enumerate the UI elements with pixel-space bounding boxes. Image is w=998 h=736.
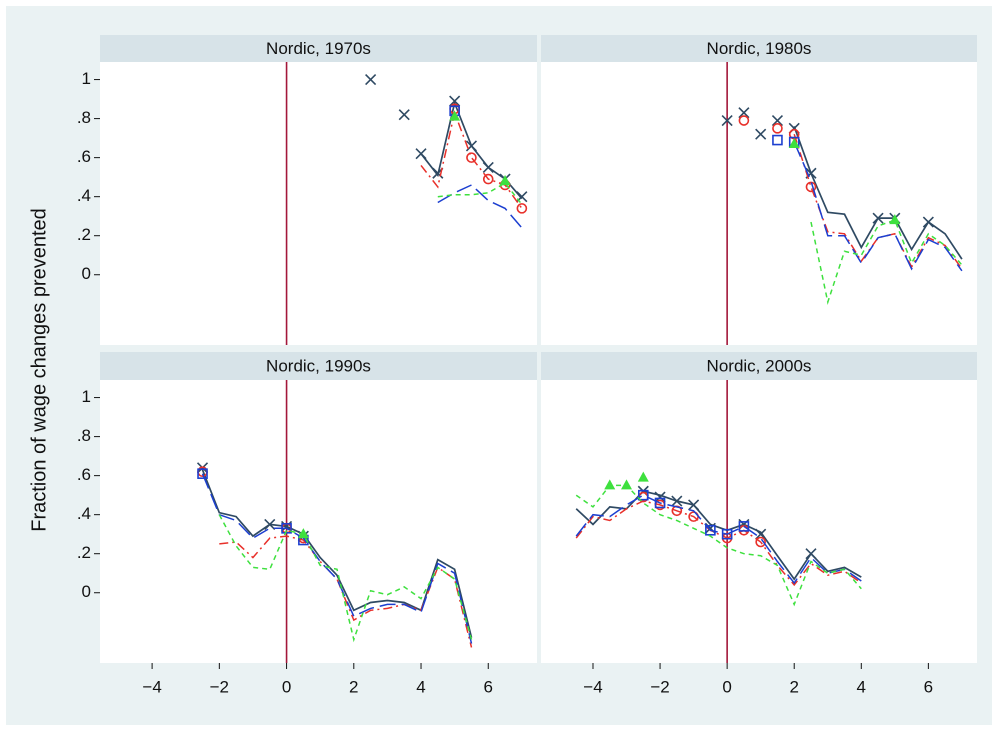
x-tick-label: 4 — [416, 677, 425, 696]
y-tick-label: 1 — [82, 387, 91, 406]
y-tick-label: 0 — [82, 264, 91, 283]
marker-x — [721, 114, 733, 127]
series-line — [437, 184, 523, 229]
marker-x — [449, 95, 461, 107]
marker-triangle — [637, 471, 649, 482]
plot-area — [541, 380, 977, 663]
marker-x — [365, 73, 377, 86]
y-tick-label: .2 — [77, 225, 91, 244]
marker-square — [281, 523, 292, 534]
series-line — [810, 219, 963, 305]
marker-square — [637, 489, 649, 501]
marker-circle — [772, 123, 783, 134]
x-tick-label: 2 — [349, 677, 358, 696]
y-tick-label: .4 — [77, 504, 91, 523]
marker-triangle — [449, 110, 461, 121]
series-line — [575, 494, 862, 585]
marker-square — [721, 528, 733, 540]
marker-square — [654, 497, 666, 509]
marker-triangle — [621, 479, 633, 490]
x-tick-label: −2 — [210, 677, 229, 696]
plot-area — [100, 62, 537, 345]
x-tick-label: −2 — [650, 677, 669, 696]
marker-triangle — [889, 214, 901, 225]
x-tick-label: 0 — [282, 677, 291, 696]
marker-x — [654, 491, 666, 503]
marker-x — [465, 140, 478, 152]
y-tick-label: .4 — [77, 186, 91, 205]
series-line — [218, 514, 473, 643]
marker-circle — [755, 536, 766, 548]
series-line — [575, 484, 862, 607]
series-line — [201, 469, 473, 638]
marker-triangle — [788, 137, 800, 148]
y-tick-label: .6 — [77, 465, 91, 484]
marker-circle — [516, 203, 528, 214]
panel-header — [100, 352, 537, 380]
marker-square — [772, 134, 783, 146]
marker-x — [922, 216, 934, 228]
y-tick-label: 0 — [82, 582, 91, 601]
marker-circle — [466, 152, 477, 163]
x-tick-label: 2 — [789, 677, 798, 696]
marker-square — [197, 468, 208, 479]
panel-title: Nordic, 1980s — [707, 39, 812, 58]
marker-x — [755, 128, 767, 140]
panel-header — [541, 35, 977, 62]
marker-x — [688, 499, 700, 511]
x-tick-label: 6 — [484, 677, 493, 696]
marker-circle — [738, 115, 750, 126]
panel-title: Nordic, 1970s — [266, 39, 371, 58]
y-tick-label: .6 — [77, 147, 91, 166]
marker-circle — [482, 173, 494, 185]
panel-title: Nordic, 2000s — [707, 356, 812, 375]
panel-header — [100, 35, 537, 62]
y-tick-label: .2 — [77, 543, 91, 562]
plot-area — [100, 380, 537, 663]
marker-circle — [805, 181, 817, 193]
series-line — [437, 182, 523, 205]
marker-x — [755, 528, 767, 540]
marker-x — [264, 518, 276, 530]
marker-x — [415, 148, 427, 160]
marker-x — [805, 548, 817, 560]
y-tick-label: .8 — [77, 426, 91, 445]
marker-x — [671, 495, 683, 507]
marker-x — [738, 107, 750, 119]
marker-triangle — [499, 175, 511, 186]
y-tick-label: .8 — [77, 108, 91, 127]
marker-triangle — [604, 479, 616, 490]
marker-x — [482, 161, 494, 173]
x-tick-label: −4 — [583, 677, 602, 696]
plot-area — [541, 62, 977, 345]
marker-square — [705, 524, 716, 536]
y-axis-label: Fraction of wage changes prevented — [28, 208, 50, 532]
series-line — [575, 500, 862, 587]
y-tick-label: 1 — [82, 69, 91, 88]
panel-header — [541, 352, 977, 380]
marker-square — [738, 521, 750, 532]
marker-x — [771, 114, 784, 127]
x-tick-label: 0 — [722, 677, 731, 696]
marker-triangle — [297, 528, 309, 539]
x-tick-label: 4 — [857, 677, 866, 696]
marker-x — [398, 109, 410, 121]
marker-x — [872, 212, 884, 224]
series-line — [201, 473, 473, 644]
panel-title: Nordic, 1990s — [266, 356, 371, 375]
x-tick-label: −4 — [142, 677, 161, 696]
series-line — [793, 141, 963, 272]
x-tick-label: 6 — [924, 677, 933, 696]
